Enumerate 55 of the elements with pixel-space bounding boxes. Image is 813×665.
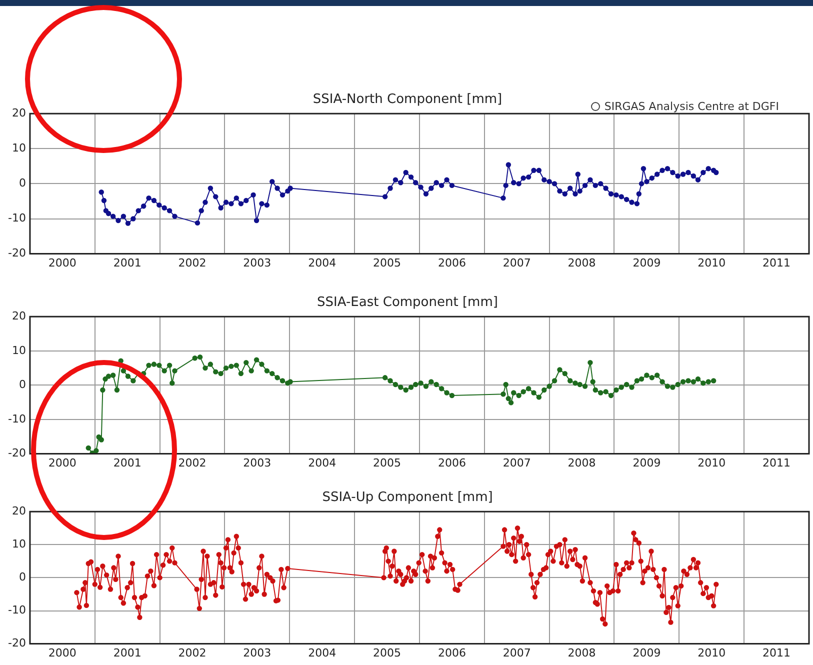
- y-tick-label: 20: [12, 504, 26, 518]
- y-tick-label: 10: [12, 538, 26, 551]
- x-tick-label: 2004: [308, 646, 336, 660]
- x-tick-label: 2005: [373, 256, 402, 270]
- x-tick-label: 2005: [373, 456, 402, 470]
- x-tick-label: 2005: [373, 646, 402, 660]
- x-tick-label: 2000: [48, 646, 76, 660]
- x-tick-label: 2007: [502, 456, 531, 470]
- y-tick-label: 10: [12, 142, 26, 155]
- x-tick-label: 2002: [178, 456, 206, 470]
- x-tick-label: 2006: [438, 256, 466, 270]
- x-tick-label: 2011: [762, 456, 791, 470]
- x-tick-label: 2003: [243, 256, 272, 270]
- x-tick-label: 2000: [48, 256, 76, 270]
- x-tick-label: 2010: [698, 646, 726, 660]
- x-tick-label: 2008: [568, 646, 596, 660]
- y-tick-label: -10: [8, 212, 26, 225]
- x-tick-label: 2010: [698, 456, 726, 470]
- x-tick-label: 2006: [438, 456, 466, 470]
- x-tick-label: 2003: [243, 646, 272, 660]
- y-tick-label: 0: [18, 176, 26, 190]
- x-tick-label: 2009: [632, 646, 661, 660]
- y-tick-label: -20: [8, 246, 26, 260]
- x-tick-label: 2008: [568, 256, 596, 270]
- x-tick-label: 2011: [762, 256, 791, 270]
- x-tick-label: 2001: [113, 456, 142, 470]
- x-tick-label: 2008: [568, 456, 596, 470]
- chart-title: SSIA-Up Component [mm]: [322, 490, 493, 506]
- x-tick-label: 2000: [48, 456, 76, 470]
- y-tick-label: 10: [12, 344, 26, 357]
- chart-title: SSIA-East Component [mm]: [317, 295, 498, 310]
- x-tick-label: 2004: [308, 456, 336, 470]
- y-tick-label: 0: [18, 570, 26, 584]
- x-tick-label: 2009: [632, 456, 661, 470]
- x-tick-label: 2006: [438, 646, 466, 660]
- x-tick-label: 2001: [113, 646, 142, 660]
- y-tick-label: -10: [8, 412, 26, 426]
- y-tick-label: 20: [12, 106, 26, 120]
- text: SIRGAS Analysis Centre at DGFI: [604, 100, 779, 113]
- y-tick-label: -20: [8, 446, 26, 460]
- x-tick-label: 2002: [178, 646, 206, 660]
- x-tick-label: 2007: [502, 646, 531, 660]
- x-tick-label: 2011: [762, 646, 791, 660]
- x-tick-label: 2002: [178, 256, 206, 270]
- x-tick-label: 2004: [308, 256, 336, 270]
- x-tick-label: 2003: [243, 456, 272, 470]
- y-tick-label: -20: [8, 636, 26, 650]
- x-tick-label: 2010: [698, 256, 726, 270]
- chart-title: SSIA-North Component [mm]: [312, 92, 502, 108]
- y-tick-label: 20: [12, 309, 26, 322]
- y-tick-label: -10: [8, 604, 26, 617]
- x-tick-label: 2009: [632, 256, 661, 270]
- x-tick-label: 2001: [113, 256, 142, 270]
- x-tick-label: 2007: [502, 256, 531, 270]
- y-tick-label: 0: [18, 378, 26, 392]
